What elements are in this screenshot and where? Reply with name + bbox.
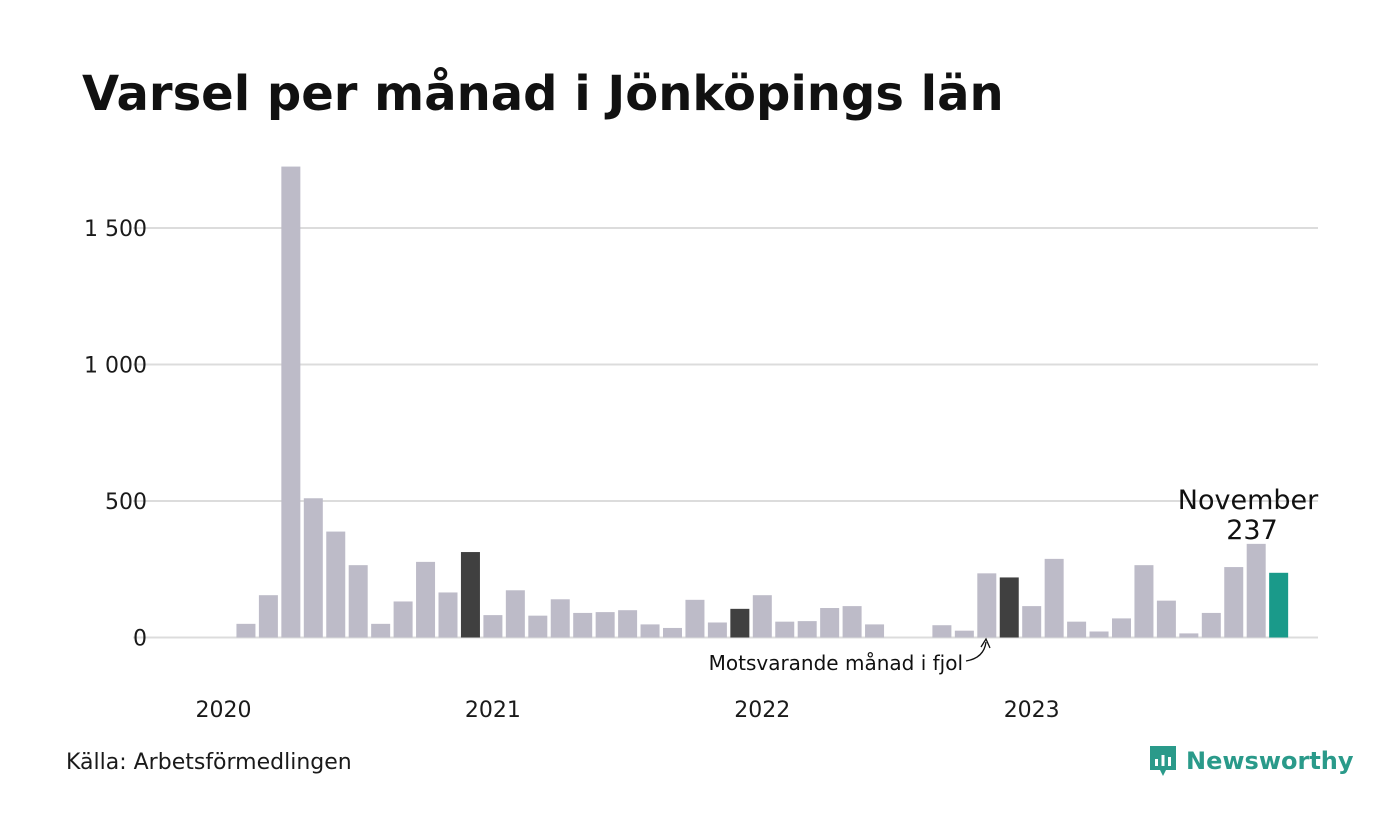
x-axis-ticks: 2020 2021 2022 2023 xyxy=(196,698,1060,723)
bar-same-month-last-year xyxy=(730,608,750,638)
bar xyxy=(775,621,795,638)
bar xyxy=(281,166,301,638)
bar-current-month xyxy=(1269,572,1289,638)
chart-title: Varsel per månad i Jönköpings län xyxy=(82,66,1004,122)
bar xyxy=(1179,633,1199,638)
newsworthy-logo-icon xyxy=(1150,746,1176,776)
bar xyxy=(797,621,817,638)
x-tick-label: 2021 xyxy=(465,698,521,723)
bar-same-month-last-year xyxy=(999,577,1019,638)
brand-logo: Newsworthy xyxy=(1148,744,1354,778)
bar xyxy=(528,615,548,638)
brand-name: Newsworthy xyxy=(1186,747,1354,775)
bar xyxy=(707,622,727,638)
bar xyxy=(842,606,862,638)
bar xyxy=(371,623,391,638)
annotations: November 237 Motsvarande månad i fjol xyxy=(709,485,1320,675)
bar xyxy=(236,623,256,638)
bar xyxy=(752,595,772,638)
bar xyxy=(640,624,660,638)
bar xyxy=(1067,621,1087,638)
source-note: Källa: Arbetsförmedlingen xyxy=(66,750,352,775)
bar xyxy=(438,592,458,638)
bar-same-month-last-year xyxy=(460,552,480,638)
bar xyxy=(348,565,368,638)
bar xyxy=(505,590,525,638)
bar xyxy=(954,630,974,638)
bars xyxy=(236,166,1289,638)
bar xyxy=(663,627,682,638)
bar xyxy=(258,595,278,638)
bar xyxy=(820,608,840,638)
same-month-last-year-label: Motsvarande månad i fjol xyxy=(709,651,963,675)
y-tick-label: 1 000 xyxy=(84,354,147,379)
annotation-arrow xyxy=(965,641,987,662)
y-tick-label: 500 xyxy=(105,490,147,515)
bar xyxy=(1134,565,1154,638)
bar xyxy=(303,498,323,638)
bar xyxy=(326,531,346,638)
bar xyxy=(1246,543,1266,638)
bar xyxy=(977,573,997,638)
bar xyxy=(1201,612,1221,638)
x-tick-label: 2020 xyxy=(196,698,252,723)
bar xyxy=(1022,606,1042,638)
bar xyxy=(865,624,885,638)
bar xyxy=(595,612,615,638)
bar xyxy=(618,610,638,638)
x-tick-label: 2023 xyxy=(1004,698,1060,723)
bar xyxy=(932,625,952,638)
bar xyxy=(483,615,503,638)
bar xyxy=(1089,631,1109,638)
bar xyxy=(1156,600,1176,638)
bar xyxy=(685,599,705,638)
bar xyxy=(573,612,593,638)
y-tick-label: 0 xyxy=(133,627,147,652)
annotation-arrowhead xyxy=(980,637,991,649)
bar xyxy=(1044,558,1064,638)
bar xyxy=(1224,567,1244,638)
y-tick-label: 1 500 xyxy=(84,217,147,242)
current-month-label: November xyxy=(1178,485,1319,516)
current-month-value: 237 xyxy=(1226,515,1278,546)
bar xyxy=(393,601,413,638)
bar xyxy=(1112,618,1131,638)
y-axis-ticks: 0 500 1 000 1 500 xyxy=(84,217,147,652)
x-tick-label: 2022 xyxy=(734,698,790,723)
bar xyxy=(550,599,570,638)
bar xyxy=(416,561,436,638)
